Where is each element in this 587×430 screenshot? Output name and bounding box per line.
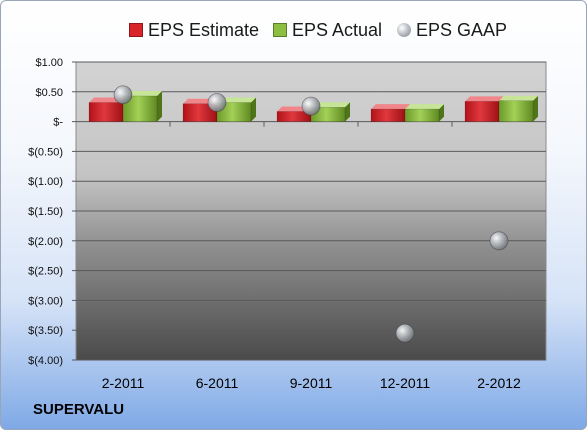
marker-eps-gaap: [207, 93, 227, 112]
y-tick-label: $0.50: [35, 87, 63, 99]
legend-label-eps-actual: EPS Actual: [292, 19, 383, 40]
chart-legend: EPS Estimate EPS Actual EPS GAAP: [1, 15, 586, 45]
x-tick-label: 9-2011: [290, 375, 333, 391]
bar-eps-actual: [122, 90, 162, 122]
x-tick-label: 2-2012: [477, 375, 521, 391]
bar-eps-estimate: [464, 96, 504, 122]
y-tick-label: $(1.00): [28, 176, 63, 188]
y-tick-label: $(1.50): [28, 206, 63, 218]
bar-eps-actual: [216, 97, 256, 122]
legend-label-eps-gaap: EPS GAAP: [416, 19, 508, 40]
legend-label-eps-estimate: EPS Estimate: [148, 19, 260, 40]
x-tick-label: 2-2011: [102, 375, 145, 391]
x-tick-label: 12-2011: [380, 375, 431, 391]
marker-eps-gaap: [113, 85, 133, 105]
y-tick-label: $1.00: [35, 57, 63, 69]
company-name: SUPERVALU: [33, 401, 125, 418]
legend-marker-eps-gaap: [397, 23, 411, 37]
x-tick-label: 6-2011: [196, 375, 239, 391]
legend-item-eps-actual: EPS Actual: [273, 15, 382, 45]
bar-eps-actual: [498, 95, 538, 122]
bar-eps-actual: [404, 104, 444, 122]
marker-eps-gaap: [395, 323, 415, 343]
y-tick-label: $(3.50): [28, 325, 63, 337]
legend-item-eps-gaap: EPS GAAP: [397, 15, 507, 45]
y-tick-label: $(4.00): [28, 355, 63, 367]
marker-eps-gaap: [301, 96, 321, 116]
legend-swatch-eps-estimate: [129, 23, 143, 37]
bar-eps-estimate: [370, 104, 410, 122]
y-tick-label: $(2.00): [28, 236, 63, 248]
bar-eps-actual: [310, 102, 350, 122]
y-tick-label: $(3.00): [28, 295, 63, 307]
legend-swatch-eps-actual: [273, 23, 287, 37]
legend-item-eps-estimate: EPS Estimate: [129, 15, 259, 45]
marker-eps-gaap: [489, 231, 509, 251]
y-tick-label: $-: [53, 117, 63, 129]
y-tick-label: $(2.50): [28, 266, 63, 278]
y-tick-label: $(0.50): [28, 146, 63, 158]
